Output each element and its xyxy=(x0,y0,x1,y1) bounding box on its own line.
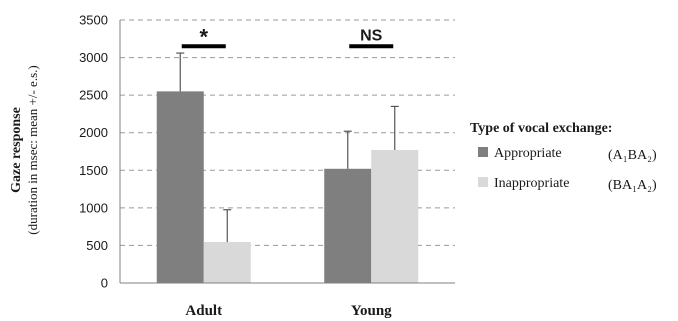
y-tick-label: 3000 xyxy=(79,50,108,65)
legend-notation: (BA₁A₂) xyxy=(608,178,657,193)
legend-items: Appropriate (A₁BA₂) Inappropriate (BA₁A₂) xyxy=(478,146,657,193)
y-tick-label: 1500 xyxy=(79,163,108,178)
bar-inappropriate-young xyxy=(371,149,419,283)
legend-title: Type of vocal exchange: xyxy=(470,121,612,136)
y-tick-label: 2500 xyxy=(79,88,108,103)
y-axis-subtitle: (duration in msec: mean +/- e.s.) xyxy=(25,65,40,234)
significance-label: * xyxy=(199,24,208,49)
bar-inappropriate-adult xyxy=(203,242,251,283)
legend-swatch xyxy=(478,177,488,187)
y-tick-label: 1000 xyxy=(79,200,108,215)
error-bars xyxy=(176,52,399,243)
y-tick-label: 0 xyxy=(101,276,108,291)
x-tick-label: Young xyxy=(351,303,392,319)
y-tick-label: 500 xyxy=(86,238,108,253)
category-labels: Adult Young xyxy=(185,303,392,319)
bar-appropriate-adult xyxy=(156,91,204,283)
y-axis-title: Gaze response xyxy=(9,107,24,193)
legend-label: Inappropriate xyxy=(494,176,569,191)
y-tick-label: 3500 xyxy=(79,13,108,28)
significance-label: NS xyxy=(360,27,383,44)
bars xyxy=(156,91,419,283)
y-axis-ticks: 0 500 1000 1500 2000 2500 3000 3500 xyxy=(79,13,108,291)
legend-label: Appropriate xyxy=(494,146,562,161)
legend: Type of vocal exchange: Appropriate (A₁BA… xyxy=(470,121,657,193)
significance-markers: * NS xyxy=(181,24,394,49)
x-tick-label: Adult xyxy=(185,303,222,319)
y-axis-label: Gaze response (duration in msec: mean +/… xyxy=(9,65,40,234)
legend-swatch xyxy=(478,147,488,157)
legend-notation: (A₁BA₂) xyxy=(608,148,657,163)
bar-appropriate-young xyxy=(324,168,372,283)
y-tick-label: 2000 xyxy=(79,125,108,140)
